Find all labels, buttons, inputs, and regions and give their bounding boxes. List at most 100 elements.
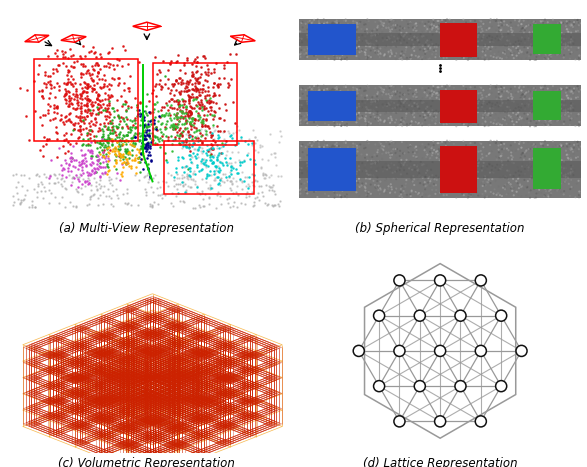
Point bbox=[515, 46, 525, 54]
Point bbox=[73, 188, 82, 196]
Point bbox=[306, 167, 315, 174]
Point bbox=[341, 110, 350, 118]
Point bbox=[554, 19, 563, 27]
Point bbox=[65, 78, 75, 85]
Point bbox=[370, 160, 379, 168]
Point bbox=[120, 46, 130, 54]
Point bbox=[205, 104, 215, 111]
Point bbox=[471, 87, 481, 95]
FancyBboxPatch shape bbox=[308, 148, 356, 191]
Point bbox=[483, 122, 492, 129]
Point bbox=[303, 100, 312, 107]
Point bbox=[122, 145, 131, 153]
Point bbox=[435, 96, 444, 103]
Point bbox=[63, 102, 73, 110]
Point bbox=[121, 147, 130, 154]
Point bbox=[545, 30, 555, 38]
Point bbox=[529, 165, 538, 172]
Point bbox=[296, 113, 306, 120]
Point bbox=[239, 157, 248, 164]
Point bbox=[266, 171, 276, 179]
Point bbox=[190, 145, 200, 153]
Point bbox=[418, 18, 427, 26]
Point bbox=[235, 162, 245, 169]
Point bbox=[497, 101, 506, 108]
Point bbox=[484, 91, 494, 99]
Point bbox=[486, 188, 495, 196]
Point bbox=[76, 99, 86, 106]
Point bbox=[100, 105, 109, 112]
Point bbox=[63, 138, 73, 146]
Point bbox=[191, 85, 201, 93]
Point bbox=[407, 188, 416, 195]
Point bbox=[94, 194, 103, 202]
Point bbox=[561, 106, 570, 113]
Point bbox=[376, 116, 385, 123]
Point bbox=[75, 177, 84, 185]
Point bbox=[112, 146, 121, 153]
Point bbox=[238, 169, 247, 176]
Point bbox=[397, 138, 407, 146]
Point bbox=[112, 61, 122, 69]
Point bbox=[441, 144, 451, 151]
Point bbox=[479, 86, 488, 94]
Point bbox=[167, 141, 177, 148]
Point bbox=[123, 159, 132, 167]
Point bbox=[444, 158, 454, 166]
Point bbox=[197, 132, 206, 140]
Point bbox=[76, 122, 85, 130]
FancyBboxPatch shape bbox=[533, 91, 561, 120]
Point bbox=[382, 175, 392, 182]
Point bbox=[515, 181, 525, 189]
Point bbox=[103, 162, 112, 170]
Point bbox=[377, 150, 387, 157]
Point bbox=[377, 149, 387, 156]
Point bbox=[462, 89, 471, 96]
Point bbox=[65, 96, 75, 104]
Point bbox=[318, 144, 327, 151]
Point bbox=[556, 170, 566, 177]
Point bbox=[210, 175, 220, 182]
Point bbox=[361, 144, 370, 151]
Point bbox=[402, 177, 411, 184]
Point bbox=[143, 120, 153, 128]
Point bbox=[569, 87, 579, 94]
Point bbox=[297, 101, 306, 109]
Point bbox=[186, 158, 195, 166]
Point bbox=[451, 172, 461, 179]
Point bbox=[216, 201, 225, 208]
Point bbox=[486, 137, 495, 145]
Point bbox=[398, 159, 407, 166]
Point bbox=[16, 196, 26, 203]
Point bbox=[390, 186, 400, 193]
Point bbox=[261, 181, 271, 189]
Point bbox=[434, 147, 444, 155]
Point bbox=[421, 173, 430, 181]
Point bbox=[124, 87, 134, 95]
Point bbox=[406, 142, 415, 149]
Point bbox=[305, 109, 315, 117]
Point bbox=[535, 179, 544, 187]
Point bbox=[576, 142, 585, 150]
Point bbox=[149, 131, 158, 139]
Point bbox=[467, 163, 476, 171]
Point bbox=[430, 43, 439, 50]
Point bbox=[177, 113, 186, 120]
Point bbox=[424, 173, 434, 180]
Point bbox=[556, 39, 566, 46]
Point bbox=[131, 163, 140, 171]
Point bbox=[185, 107, 194, 115]
Point bbox=[554, 20, 564, 27]
Point bbox=[421, 153, 431, 161]
Point bbox=[301, 54, 310, 62]
Point bbox=[514, 84, 524, 92]
Point bbox=[45, 102, 54, 109]
Point bbox=[382, 53, 391, 60]
Point bbox=[468, 31, 477, 39]
Point bbox=[544, 176, 553, 183]
Point bbox=[411, 145, 421, 152]
Point bbox=[352, 119, 361, 126]
Point bbox=[91, 179, 100, 186]
Point bbox=[308, 35, 318, 43]
Point bbox=[470, 41, 480, 48]
